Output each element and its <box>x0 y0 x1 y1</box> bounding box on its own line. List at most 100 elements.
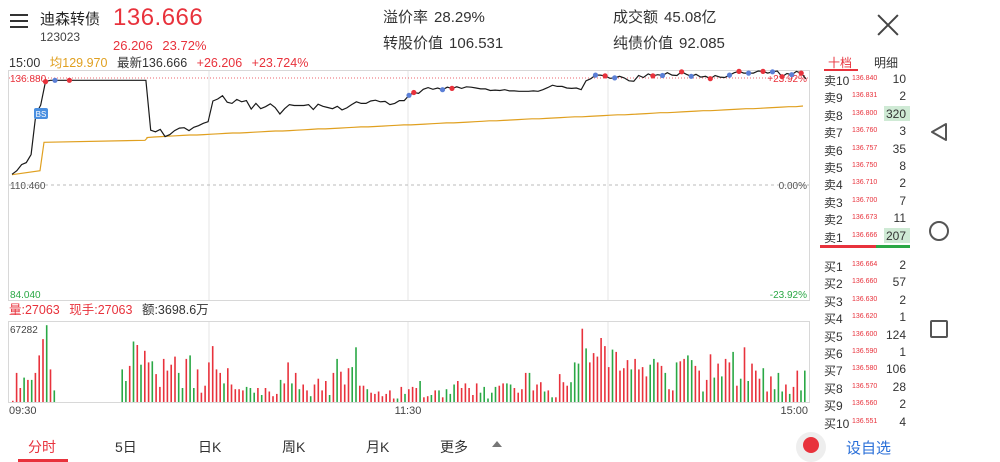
trade-marker[interactable] <box>688 73 694 79</box>
buy-level-row[interactable]: 买1 136.664 2 <box>818 256 912 274</box>
menu-lines-icon[interactable] <box>10 14 30 30</box>
x-label-noon: 11:30 <box>395 405 422 417</box>
buy-level-row[interactable]: 买10 136.551 4 <box>818 413 912 431</box>
sell-level-row[interactable]: 卖6 136.757 35 <box>818 140 912 158</box>
sell-level-row[interactable]: 卖9 136.831 2 <box>818 87 912 105</box>
volume-bar <box>502 383 504 402</box>
volume-bar <box>336 358 338 402</box>
trade-marker[interactable] <box>726 72 733 78</box>
buy-level-row[interactable]: 买5 136.600 124 <box>818 326 912 344</box>
tab-weekly[interactable]: 周K <box>282 439 306 455</box>
trade-marker[interactable] <box>679 69 685 75</box>
intraday-chart[interactable]: 15:00 均129.970 最新136.666 +26.206 +23.724… <box>0 52 818 430</box>
trade-marker[interactable] <box>769 69 776 75</box>
sell-level-row[interactable]: 卖8 136.800 320 <box>818 105 912 123</box>
volume-bar <box>555 397 557 402</box>
trade-marker[interactable] <box>789 72 795 78</box>
sell-level-row[interactable]: 卖4 136.710 2 <box>818 174 912 192</box>
trade-marker[interactable] <box>52 77 58 83</box>
nav-recent-apps-icon[interactable] <box>930 320 948 338</box>
trade-marker[interactable] <box>760 68 766 74</box>
volume-bar <box>423 397 425 402</box>
price-change: 26.206 23.72% <box>113 38 206 52</box>
volume-bar <box>566 385 568 402</box>
buy-level-row[interactable]: 买8 136.570 28 <box>818 378 912 396</box>
book-tab-underline <box>824 69 858 71</box>
nav-home-icon[interactable] <box>929 221 949 241</box>
buy-level-row[interactable]: 买9 136.560 2 <box>818 395 912 413</box>
trade-marker[interactable] <box>592 72 599 78</box>
volume-bar <box>577 363 580 402</box>
trade-marker[interactable] <box>449 85 455 91</box>
sell-level-row[interactable]: 卖1 136.666 207 <box>818 227 912 245</box>
nav-back-icon[interactable] <box>930 122 948 142</box>
buy-level-row[interactable]: 买3 136.630 2 <box>818 291 912 309</box>
trade-marker[interactable] <box>736 68 742 74</box>
volume-bar <box>151 361 154 402</box>
trade-marker[interactable] <box>707 76 713 82</box>
volume-bar <box>457 381 459 402</box>
volume-bar <box>177 372 180 402</box>
level-label: 卖7 <box>824 126 843 141</box>
volume-bar <box>321 390 323 402</box>
x-label-close: 15:00 <box>780 405 808 417</box>
trade-marker[interactable] <box>798 70 804 76</box>
volume-bar <box>396 398 399 402</box>
volume-bar <box>215 369 218 402</box>
sell-level-row[interactable]: 卖10 136.840 10 <box>818 70 912 88</box>
level-volume: 2 <box>899 397 906 412</box>
trade-marker[interactable] <box>650 73 656 79</box>
stat-value: 45.08亿 <box>664 9 717 26</box>
volume-bar <box>668 389 670 402</box>
buy-level-row[interactable]: 买4 136.620 1 <box>818 308 912 327</box>
trade-marker[interactable] <box>411 89 417 96</box>
active-tab-underline <box>18 459 68 462</box>
volume-bar <box>521 389 523 402</box>
tab-monthly[interactable]: 月K <box>366 439 390 455</box>
volume-bar <box>728 362 731 402</box>
average-price-line <box>11 105 804 176</box>
y-pct-bottom: -23.92% <box>770 290 807 301</box>
tab-more[interactable]: 更多 <box>440 439 468 455</box>
volume-bar <box>30 379 33 402</box>
tab-details[interactable]: 明细 <box>874 56 899 70</box>
level-price: 136.551 <box>852 417 878 425</box>
trade-marker[interactable] <box>602 73 608 79</box>
trade-marker[interactable] <box>439 87 446 93</box>
sell-level-row[interactable]: 卖2 136.673 11 <box>818 209 912 227</box>
vol-total: 量:27063 <box>9 303 60 317</box>
volume-bar <box>664 372 667 402</box>
level-label: 卖10 <box>824 74 850 88</box>
tab-ten-levels[interactable]: 十档 <box>828 56 853 70</box>
trade-marker[interactable] <box>612 75 618 81</box>
buy-level-row[interactable]: 买7 136.580 106 <box>818 360 912 378</box>
tab-daily[interactable]: 日K <box>198 439 222 455</box>
trade-marker[interactable] <box>659 72 666 79</box>
bs-marker[interactable]: BS <box>34 108 48 119</box>
buy-level-row[interactable]: 买6 136.590 1 <box>818 343 912 361</box>
volume-bar <box>494 386 497 402</box>
trade-marker[interactable] <box>746 70 752 76</box>
tab-intraday[interactable]: 分时 <box>28 439 56 455</box>
stat-value: 92.085 <box>679 35 725 52</box>
sell-level-row[interactable]: 卖3 136.700 7 <box>818 192 912 210</box>
volume-bar <box>600 338 602 402</box>
volume-bar <box>460 388 463 402</box>
trade-marker[interactable] <box>42 79 49 85</box>
sell-level-row[interactable]: 卖7 136.760 3 <box>818 122 912 141</box>
tab-5day[interactable]: 5日 <box>115 439 137 455</box>
level-volume: 10 <box>892 72 906 86</box>
favorite-dot-icon[interactable] <box>796 432 826 462</box>
info-avg-label: 均 <box>50 56 63 70</box>
trade-marker[interactable] <box>406 92 412 98</box>
add-favorite-button[interactable]: 设自选 <box>846 440 892 457</box>
volume-bar <box>804 370 806 402</box>
volume-bar <box>717 363 719 402</box>
trade-marker[interactable] <box>779 74 785 80</box>
caret-up-icon[interactable] <box>492 441 502 447</box>
sell-level-row[interactable]: 卖5 136.750 8 <box>818 157 912 175</box>
trade-marker[interactable] <box>66 77 72 83</box>
close-icon[interactable] <box>876 13 900 37</box>
buy-level-row[interactable]: 买2 136.660 57 <box>818 273 912 291</box>
level-label: 买4 <box>824 312 843 327</box>
